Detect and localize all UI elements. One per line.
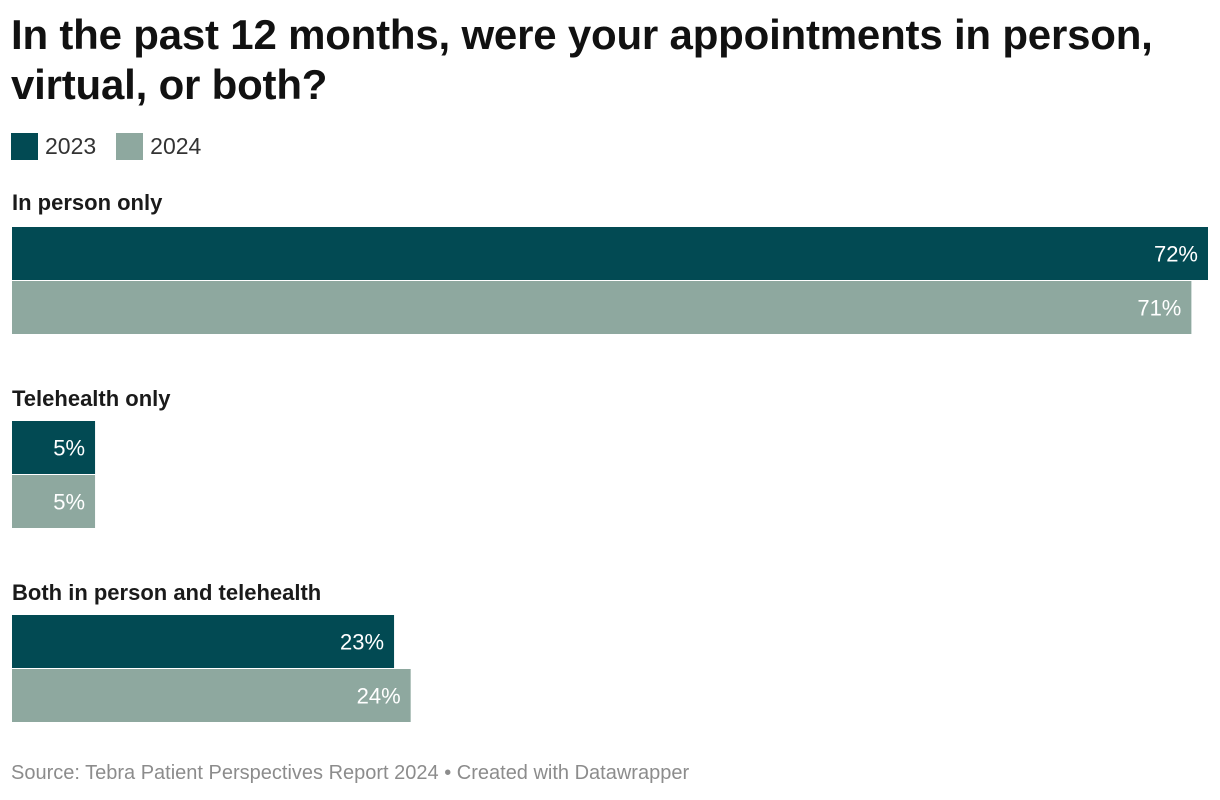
bar-value-label: 71% bbox=[1137, 296, 1181, 321]
footer-separator: • bbox=[438, 762, 457, 784]
legend-item-2023: 2023 bbox=[11, 133, 96, 160]
category-label: In person only bbox=[12, 190, 163, 215]
legend-label-2023: 2023 bbox=[45, 133, 97, 159]
legend-swatch-2024 bbox=[116, 133, 144, 160]
legend-label-2024: 2024 bbox=[150, 133, 202, 159]
bar-value-label: 23% bbox=[340, 630, 384, 655]
category-label: Both in person and telehealth bbox=[12, 580, 321, 605]
footer: Source: Tebra Patient Perspectives Repor… bbox=[11, 762, 689, 785]
source-text: Source: Tebra Patient Perspectives Repor… bbox=[11, 762, 439, 784]
legend: 2023 2024 bbox=[11, 133, 221, 160]
bar-value-label: 72% bbox=[1154, 242, 1198, 267]
bar-2023 bbox=[12, 227, 1208, 280]
category-label: Telehealth only bbox=[12, 386, 171, 411]
bar-2023 bbox=[12, 421, 96, 474]
chart-title: In the past 12 months, were your appoint… bbox=[11, 11, 1153, 108]
bar-2024 bbox=[12, 669, 411, 722]
legend-swatch-2023 bbox=[11, 133, 38, 160]
legend-item-2024: 2024 bbox=[116, 133, 201, 160]
bar-value-label: 24% bbox=[357, 684, 401, 709]
bar-2024 bbox=[12, 281, 1192, 334]
credit-text: Created with Datawrapper bbox=[456, 762, 690, 784]
bar-2023 bbox=[12, 615, 395, 668]
bar-value-label: 5% bbox=[53, 436, 85, 461]
bar-value-label: 5% bbox=[53, 490, 85, 515]
bar-2024 bbox=[12, 475, 96, 528]
